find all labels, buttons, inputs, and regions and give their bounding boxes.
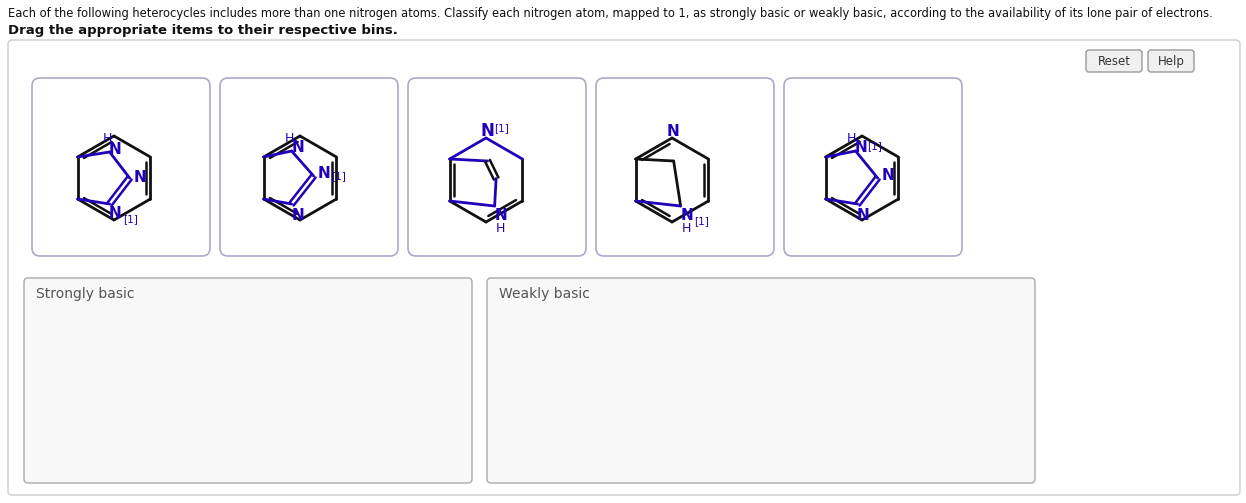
Text: N: N <box>856 208 868 222</box>
Text: N: N <box>667 124 679 138</box>
Text: N: N <box>495 209 507 223</box>
Text: N: N <box>318 166 330 182</box>
Text: H: H <box>847 131 856 144</box>
FancyBboxPatch shape <box>407 78 586 256</box>
Text: N: N <box>881 169 893 184</box>
Text: H: H <box>496 221 506 234</box>
FancyBboxPatch shape <box>221 78 397 256</box>
Text: Help: Help <box>1158 54 1185 67</box>
Text: H: H <box>103 132 112 145</box>
Text: N: N <box>292 208 304 222</box>
FancyBboxPatch shape <box>1087 50 1143 72</box>
Text: Strongly basic: Strongly basic <box>36 287 135 301</box>
Text: N: N <box>680 209 693 223</box>
Text: N: N <box>855 140 867 155</box>
Text: Reset: Reset <box>1098 54 1130 67</box>
Text: H: H <box>682 222 692 235</box>
Text: [1]: [1] <box>123 214 138 224</box>
FancyBboxPatch shape <box>24 278 472 483</box>
FancyBboxPatch shape <box>784 78 962 256</box>
Text: N: N <box>480 122 493 140</box>
Text: Each of the following heterocycles includes more than one nitrogen atoms. Classi: Each of the following heterocycles inclu… <box>7 7 1212 20</box>
Text: N: N <box>108 141 121 156</box>
FancyBboxPatch shape <box>32 78 211 256</box>
Text: [1]: [1] <box>694 216 709 226</box>
Text: N: N <box>292 140 304 155</box>
Text: H: H <box>285 131 294 144</box>
Text: [1]: [1] <box>331 171 346 181</box>
FancyBboxPatch shape <box>596 78 774 256</box>
FancyBboxPatch shape <box>7 40 1240 495</box>
Text: N: N <box>108 207 121 221</box>
FancyBboxPatch shape <box>1148 50 1194 72</box>
Text: Weakly basic: Weakly basic <box>498 287 589 301</box>
Text: Drag the appropriate items to their respective bins.: Drag the appropriate items to their resp… <box>7 24 397 37</box>
FancyBboxPatch shape <box>487 278 1035 483</box>
Text: [1]: [1] <box>867 141 882 151</box>
Text: [1]: [1] <box>495 123 510 133</box>
Text: N: N <box>133 170 146 185</box>
